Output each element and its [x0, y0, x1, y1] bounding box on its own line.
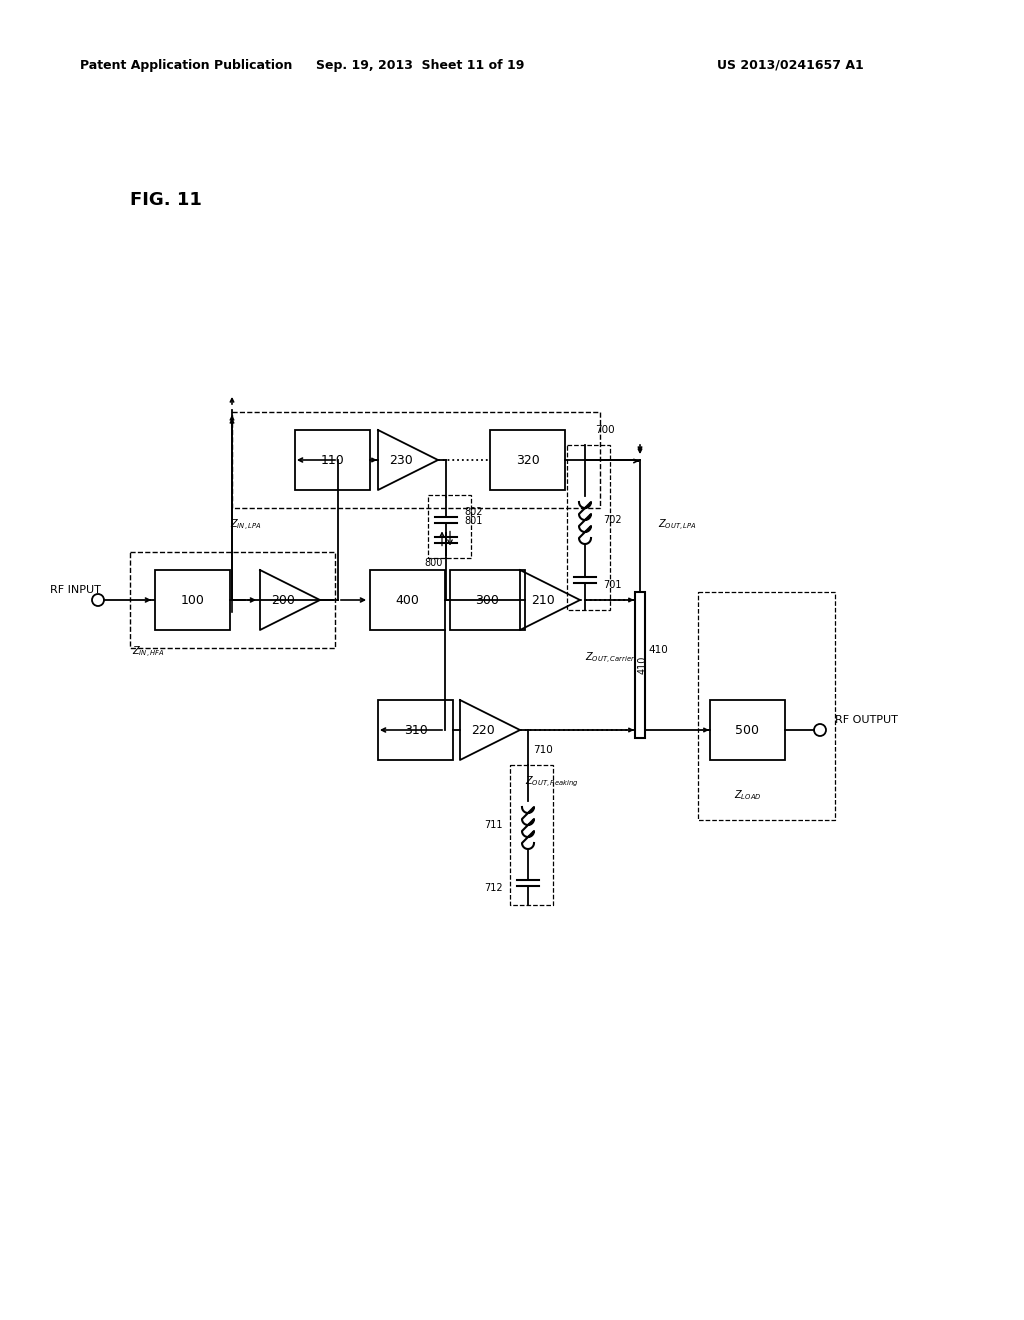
Bar	[370, 570, 445, 630]
Text: 410: 410	[638, 656, 648, 675]
Text: Sep. 19, 2013  Sheet 11 of 19: Sep. 19, 2013 Sheet 11 of 19	[315, 58, 524, 71]
Bar	[698, 591, 835, 820]
Text: US 2013/0241657 A1: US 2013/0241657 A1	[717, 58, 863, 71]
Bar	[155, 570, 230, 630]
Bar	[510, 766, 553, 906]
Bar	[232, 412, 600, 508]
Text: 230: 230	[389, 454, 413, 466]
Bar	[490, 430, 565, 490]
Bar	[428, 495, 471, 558]
Text: 210: 210	[530, 594, 555, 606]
Text: RF INPUT: RF INPUT	[50, 585, 101, 595]
Text: 320: 320	[516, 454, 540, 466]
Text: 200: 200	[271, 594, 295, 606]
Text: 710: 710	[534, 744, 553, 755]
Bar	[378, 700, 453, 760]
Text: 702: 702	[603, 515, 622, 525]
Text: 500: 500	[735, 723, 760, 737]
Bar	[567, 445, 610, 610]
Text: Patent Application Publication: Patent Application Publication	[80, 58, 293, 71]
Text: 110: 110	[321, 454, 344, 466]
Text: 700: 700	[595, 425, 614, 436]
Text: FIG. 11: FIG. 11	[130, 191, 202, 209]
Bar	[710, 700, 785, 760]
Text: $Z_{OUT,Carrier}$: $Z_{OUT,Carrier}$	[585, 651, 636, 665]
Text: 701: 701	[603, 579, 622, 590]
Text: $Z_{IN,HFA}$: $Z_{IN,HFA}$	[132, 644, 165, 660]
Bar	[295, 430, 370, 490]
Text: 410: 410	[648, 645, 668, 655]
Bar	[635, 591, 645, 738]
Text: 712: 712	[484, 883, 503, 894]
Text: 711: 711	[484, 820, 503, 830]
Text: RF OUTPUT: RF OUTPUT	[835, 715, 898, 725]
Text: 300: 300	[475, 594, 500, 606]
Text: 220: 220	[471, 723, 495, 737]
Bar	[130, 552, 335, 648]
Text: 801: 801	[464, 516, 482, 527]
Text: $Z_{LOAD}$: $Z_{LOAD}$	[733, 788, 761, 801]
Text: 100: 100	[180, 594, 205, 606]
Text: 310: 310	[403, 723, 427, 737]
Text: 802: 802	[464, 507, 482, 517]
Bar	[450, 570, 525, 630]
Text: $Z_{OUT,LPA}$: $Z_{OUT,LPA}$	[658, 517, 697, 532]
Text: 800: 800	[424, 558, 442, 568]
Text: 400: 400	[395, 594, 420, 606]
Text: $Z_{IN,LPA}$: $Z_{IN,LPA}$	[230, 517, 261, 532]
Text: $Z_{OUT,Peaking}$: $Z_{OUT,Peaking}$	[525, 775, 579, 789]
